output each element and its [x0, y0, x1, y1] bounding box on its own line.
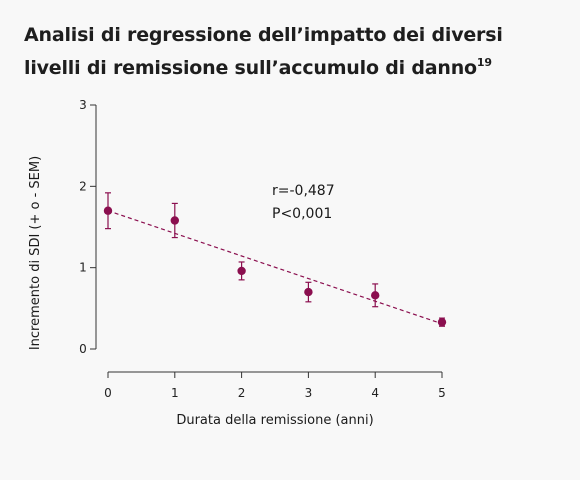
- y-tick-label-3: 3: [79, 98, 87, 112]
- axes: 0 1 2 3 0 1 2 3 4 5: [79, 98, 446, 400]
- y-axis-label: Incremento di SDI (+ o - SEM): [28, 156, 43, 350]
- data-point-2: [237, 266, 246, 276]
- x-tick-label-2: 2: [238, 386, 246, 400]
- x-tick-label-5: 5: [438, 386, 446, 400]
- annotation-p: P<0,001: [272, 206, 332, 222]
- annotation-r: r=-0,487: [272, 183, 335, 199]
- data-point-5: [437, 317, 447, 327]
- x-tick-label-4: 4: [371, 386, 379, 400]
- data-point-1: [170, 216, 179, 225]
- x-tick-label-1: 1: [171, 386, 179, 400]
- chart-title-reference: 19: [476, 56, 492, 69]
- data-point-3: [304, 287, 313, 297]
- points-layer: [103, 192, 447, 327]
- x-tick-label-3: 3: [305, 386, 313, 400]
- y-tick-label-2: 2: [79, 179, 87, 193]
- y-tick-label-0: 0: [79, 342, 87, 356]
- data-point-0: [103, 206, 113, 215]
- y-tick-label-1: 1: [79, 261, 87, 275]
- regression-line: [107, 210, 443, 325]
- x-tick-label-0: 0: [104, 386, 112, 400]
- data-point-4: [371, 291, 380, 300]
- chart-title: Analisi di regressione dell’impatto dei …: [24, 22, 564, 82]
- x-axis-label: Durata della remissione (anni): [176, 413, 373, 428]
- regression-layer: [107, 210, 443, 325]
- chart-title-text: Analisi di regressione dell’impatto dei …: [24, 24, 503, 79]
